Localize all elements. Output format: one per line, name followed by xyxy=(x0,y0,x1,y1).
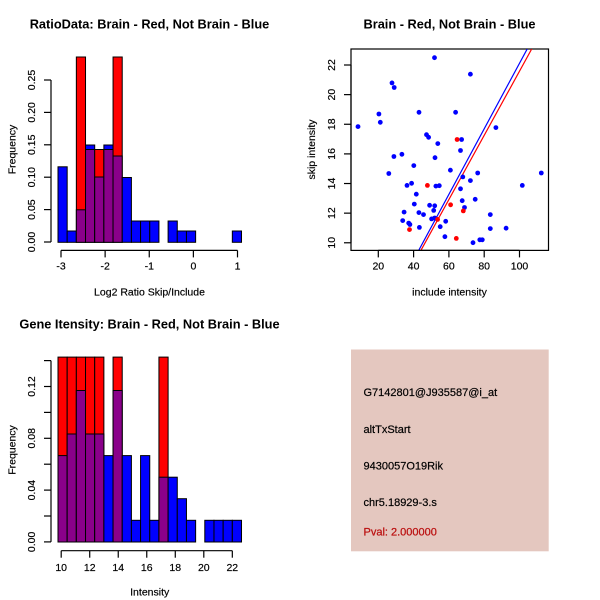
svg-text:0.20: 0.20 xyxy=(26,102,38,123)
svg-text:60: 60 xyxy=(443,261,455,273)
svg-text:22: 22 xyxy=(326,59,338,71)
svg-text:skip intensity: skip intensity xyxy=(306,119,318,180)
svg-text:-2: -2 xyxy=(100,261,109,273)
svg-text:18: 18 xyxy=(326,118,338,130)
svg-text:0.00: 0.00 xyxy=(26,232,38,253)
svg-text:22: 22 xyxy=(226,562,238,574)
svg-text:chr5.18929-3.s: chr5.18929-3.s xyxy=(364,497,438,509)
svg-text:0.10: 0.10 xyxy=(26,167,38,188)
svg-text:-1: -1 xyxy=(145,261,154,273)
svg-text:0.12: 0.12 xyxy=(26,376,38,397)
svg-text:Gene Itensity: Brain - Red, No: Gene Itensity: Brain - Red, Not Brain - … xyxy=(19,317,279,332)
svg-text:10: 10 xyxy=(55,562,67,574)
svg-text:16: 16 xyxy=(141,562,153,574)
svg-text:G7142801@J935587@i_at: G7142801@J935587@i_at xyxy=(364,387,498,399)
svg-text:0.05: 0.05 xyxy=(26,199,38,220)
svg-text:20: 20 xyxy=(198,562,210,574)
svg-text:-3: -3 xyxy=(56,261,65,273)
svg-text:20: 20 xyxy=(372,261,384,273)
svg-text:0.15: 0.15 xyxy=(26,134,38,155)
svg-text:80: 80 xyxy=(478,261,490,273)
svg-text:include intensity: include intensity xyxy=(412,287,487,299)
svg-text:12: 12 xyxy=(84,562,96,574)
svg-text:0: 0 xyxy=(190,261,196,273)
svg-text:0.08: 0.08 xyxy=(26,428,38,449)
svg-text:0.04: 0.04 xyxy=(26,480,38,501)
svg-text:1: 1 xyxy=(235,261,241,273)
svg-text:Log2 Ratio Skip/Include: Log2 Ratio Skip/Include xyxy=(94,287,205,299)
svg-text:18: 18 xyxy=(169,562,181,574)
svg-text:Pval: 2.000000: Pval: 2.000000 xyxy=(364,526,437,538)
svg-text:Frequency: Frequency xyxy=(7,124,19,174)
svg-text:0.25: 0.25 xyxy=(26,70,38,91)
svg-text:10: 10 xyxy=(326,237,338,249)
svg-text:RatioData: Brain - Red, Not Br: RatioData: Brain - Red, Not Brain - Blue xyxy=(30,17,270,32)
svg-text:Brain - Red, Not Brain - Blue: Brain - Red, Not Brain - Blue xyxy=(363,17,535,32)
svg-text:Frequency: Frequency xyxy=(7,424,19,474)
svg-text:12: 12 xyxy=(326,207,338,219)
svg-text:20: 20 xyxy=(326,89,338,101)
svg-text:14: 14 xyxy=(112,562,124,574)
svg-text:Intensity: Intensity xyxy=(130,587,170,599)
svg-text:100: 100 xyxy=(511,261,529,273)
svg-text:0.00: 0.00 xyxy=(26,532,38,553)
svg-text:14: 14 xyxy=(326,178,338,190)
svg-text:40: 40 xyxy=(408,261,420,273)
svg-text:altTxStart: altTxStart xyxy=(364,424,411,436)
svg-text:9430057O19Rik: 9430057O19Rik xyxy=(364,461,444,473)
svg-text:16: 16 xyxy=(326,148,338,160)
